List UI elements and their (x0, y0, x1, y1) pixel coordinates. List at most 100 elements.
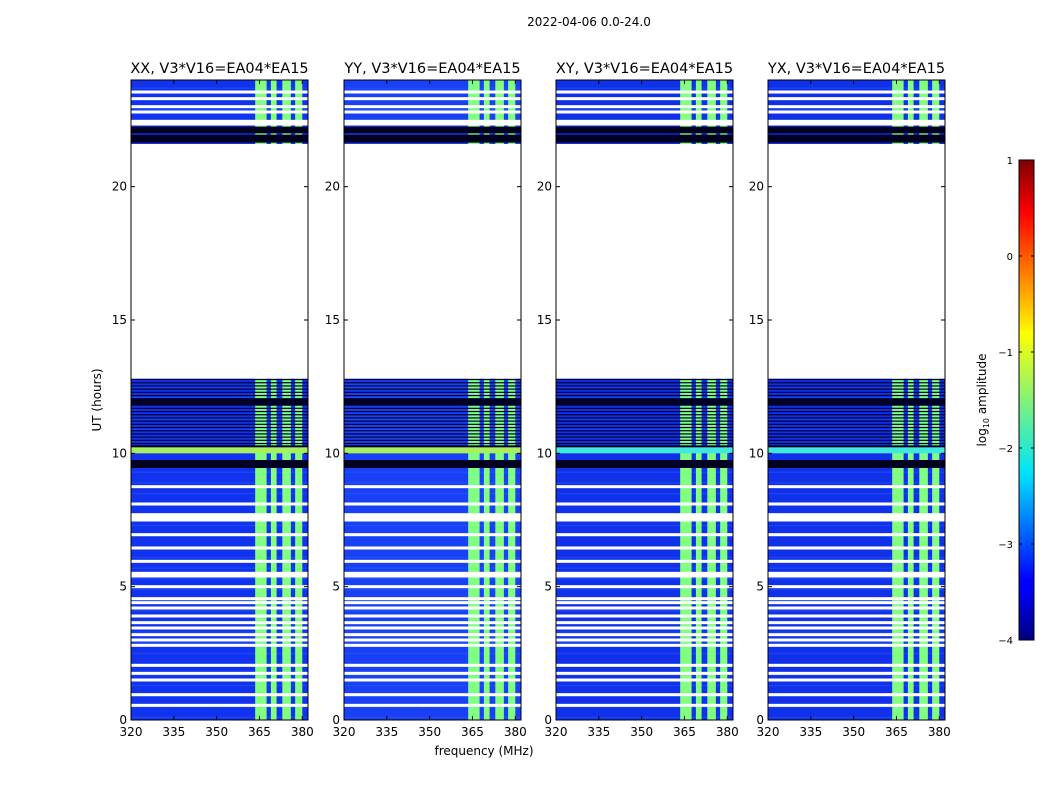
dark-row (131, 439, 308, 441)
colorbar-label: log10 amplitude (975, 354, 991, 447)
dark-row (556, 433, 733, 435)
flagged-row (131, 546, 308, 550)
dark-row (344, 442, 521, 445)
flagged-row (556, 597, 733, 601)
flagged-row (556, 626, 733, 630)
dark-row (131, 417, 308, 419)
heatmap-texture (768, 674, 945, 676)
flagged-row (131, 606, 308, 610)
dark-row (768, 423, 945, 425)
heatmap-texture (344, 535, 521, 537)
flagged-row (768, 671, 945, 675)
dark-row (556, 414, 733, 416)
heatmap-texture (556, 610, 733, 612)
flagged-row (768, 614, 945, 618)
flagged-row (556, 110, 733, 114)
heatmap-texture (344, 524, 521, 527)
heatmap-texture (131, 482, 308, 484)
flagged-row (768, 533, 945, 537)
flagged-row (131, 626, 308, 630)
heatmap-texture (768, 492, 945, 495)
x-tick-label: 350 (842, 725, 865, 739)
heatmap-texture (556, 631, 733, 633)
flagged-row (556, 559, 733, 563)
flagged-row (131, 597, 308, 601)
flagged-row (768, 105, 945, 109)
panel-title: XY, V3*V16=EA04*EA15 (556, 61, 733, 77)
heatmap-texture (768, 706, 945, 708)
heatmap-texture (556, 716, 733, 719)
flagged-row (768, 597, 945, 601)
dark-row (768, 382, 945, 384)
flagged-row (768, 643, 945, 647)
y-tick-label: 15 (112, 313, 127, 327)
flagged-row (556, 671, 733, 675)
flagged-row (768, 571, 945, 575)
y-tick-label: 15 (749, 313, 764, 327)
flagged-row (768, 119, 945, 123)
heatmap-texture (556, 674, 733, 676)
flagged-row (344, 643, 521, 647)
colorbar-tick-label: −4 (998, 636, 1013, 647)
dark-row (556, 410, 733, 413)
flagged-row (131, 585, 308, 589)
flagged-row (131, 678, 308, 682)
flagged-row (344, 621, 521, 625)
flagged-row (131, 559, 308, 563)
dark-row (131, 430, 308, 432)
flagged-row (344, 614, 521, 618)
heatmap-texture (556, 471, 733, 473)
flagged-row (768, 515, 945, 519)
x-tick-label: 350 (630, 725, 653, 739)
dark-row (556, 426, 733, 429)
flagged-row (344, 97, 521, 101)
flagged-row (131, 502, 308, 506)
y-tick-label: 10 (749, 446, 764, 460)
bright-band (131, 446, 308, 454)
dark-row (768, 426, 945, 429)
flagged-row (131, 119, 308, 123)
colorbar-label-suffix: amplitude (975, 354, 989, 418)
dark-row (768, 417, 945, 419)
x-tick-label: 320 (333, 725, 356, 739)
heatmap-texture (131, 418, 308, 420)
y-tick-label: 20 (749, 180, 764, 194)
dark-row (131, 414, 308, 416)
flagged-row (556, 485, 733, 489)
x-tick-label: 350 (205, 725, 228, 739)
panel-3: XY, V3*V16=EA04*EA15 320 335 350 365 380 0 5 10 1… (537, 61, 739, 739)
flagged-row (131, 621, 308, 625)
heatmap-texture (344, 642, 521, 644)
dark-row (344, 404, 521, 406)
heatmap-texture (131, 716, 308, 719)
flagged-row (131, 105, 308, 109)
flagged-row (131, 110, 308, 114)
heatmap-texture (131, 535, 308, 537)
flagged-row (344, 122, 521, 126)
heatmap-texture (768, 642, 945, 644)
dark-row (131, 407, 308, 409)
heatmap-texture (344, 471, 521, 473)
data-gap (344, 144, 521, 379)
flagged-row (344, 110, 521, 114)
heatmap-texture (768, 524, 945, 527)
heatmap-texture (556, 535, 733, 537)
flagged-row (768, 513, 945, 517)
flagged-row (556, 606, 733, 610)
heatmap-texture (344, 567, 521, 569)
colorbar-ticks: 1 0 −1 −2 −3 −4 (998, 156, 1034, 647)
heatmap-texture (768, 610, 945, 612)
dark-row (556, 394, 733, 397)
flagged-row (768, 633, 945, 637)
flagged-row (131, 663, 308, 667)
dark-row (768, 420, 945, 422)
dark-row (344, 382, 521, 384)
dark-row (768, 442, 945, 445)
y-tick-label: 5 (332, 580, 340, 594)
heatmap-texture (768, 567, 945, 569)
flagged-row (344, 585, 521, 589)
heatmap-texture (768, 396, 945, 399)
dark-row (131, 460, 308, 468)
flagged-row (344, 693, 521, 697)
flagged-row (344, 533, 521, 537)
